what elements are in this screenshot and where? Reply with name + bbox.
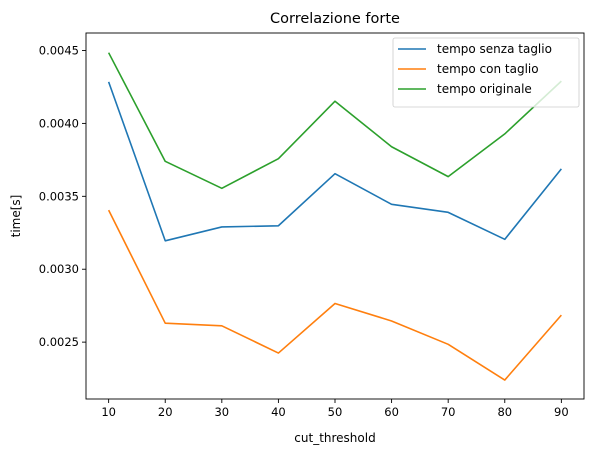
y-tick-label: 0.0025	[39, 335, 79, 349]
x-tick-label: 20	[158, 405, 173, 419]
y-tick-label: 0.0045	[39, 43, 79, 57]
legend: tempo senza taglio tempo con taglio tempo …	[392, 37, 580, 108]
x-axis-label: cut_threshold	[294, 431, 375, 445]
x-tick-label: 70	[441, 405, 456, 419]
y-tick-label: 0.0040	[39, 116, 79, 130]
legend-label-2: tempo con taglio	[437, 62, 539, 76]
x-tick-label: 60	[384, 405, 399, 419]
x-tick-label: 50	[328, 405, 343, 419]
y-tick-label: 0.0035	[39, 189, 79, 203]
x-tick-label: 30	[214, 405, 229, 419]
legend-label-1: tempo senza taglio	[437, 42, 552, 56]
x-ticks: 10 20 30 40 50 60 70 80 90	[101, 399, 569, 419]
y-tick-label: 0.0030	[39, 262, 79, 276]
y-ticks: 0.0025 0.0030 0.0035 0.0040 0.0045	[39, 43, 86, 349]
y-axis-label: time[s]	[9, 195, 23, 238]
series-line-1	[107, 81, 562, 242]
x-tick-label: 80	[497, 405, 512, 419]
chart-title: Correlazione forte	[270, 11, 400, 27]
x-tick-label: 40	[271, 405, 286, 419]
legend-box	[392, 37, 580, 108]
x-tick-label: 90	[554, 405, 569, 419]
series-layer	[107, 52, 562, 381]
series-line-2	[107, 209, 562, 381]
series-line-3	[107, 52, 562, 190]
x-tick-label: 10	[101, 405, 116, 419]
legend-label-3: tempo originale	[437, 82, 532, 96]
